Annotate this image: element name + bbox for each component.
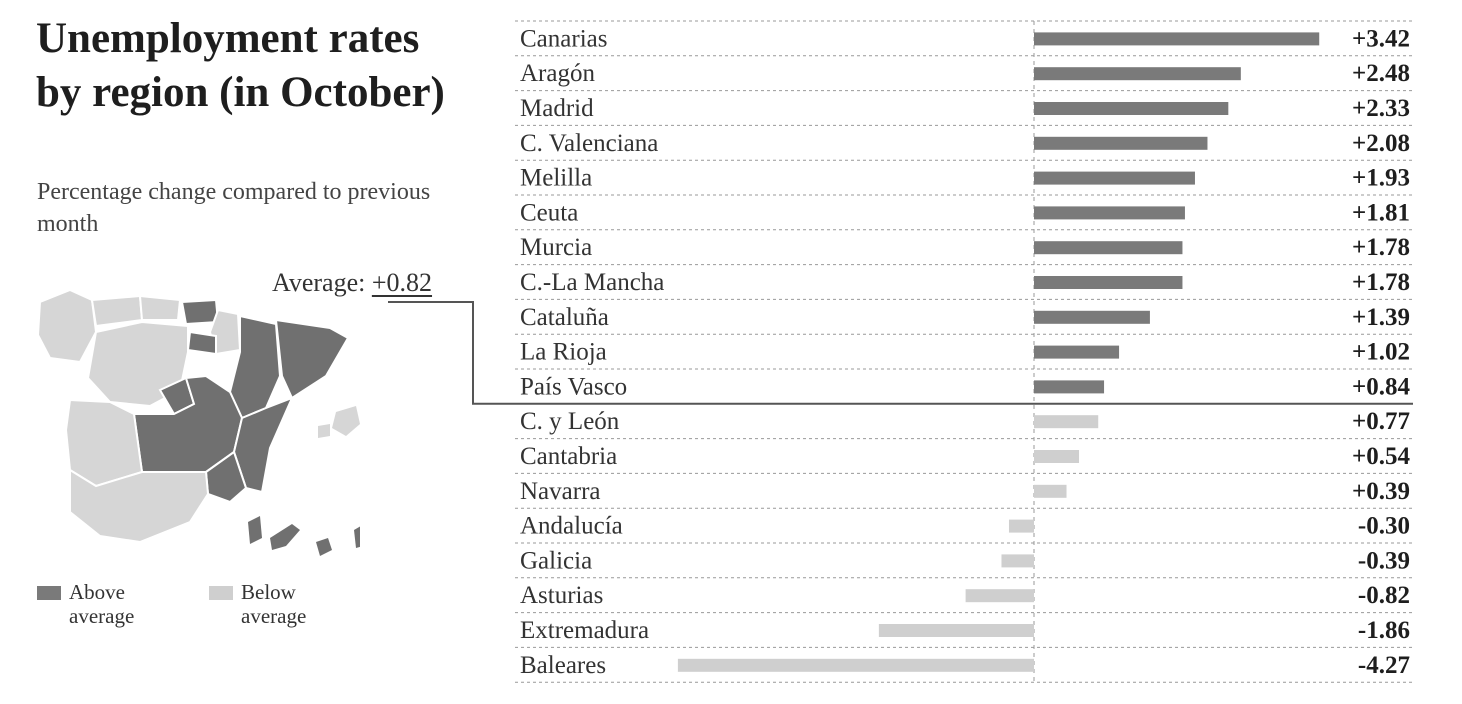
- region-label: Navarra: [520, 478, 601, 505]
- bar: [1034, 310, 1150, 324]
- value-label: +0.84: [1352, 373, 1410, 400]
- region-label: Ceuta: [520, 199, 578, 226]
- region-above-canarias: [248, 516, 360, 556]
- value-label: +2.48: [1352, 60, 1410, 87]
- region-label: C. y León: [520, 408, 620, 435]
- region-label: Cataluña: [520, 304, 609, 331]
- value-label: +1.02: [1352, 339, 1410, 366]
- region-label: Madrid: [520, 95, 594, 122]
- region-label: Galicia: [520, 547, 592, 574]
- region-label: Melilla: [520, 165, 592, 192]
- average-value: +0.82: [371, 268, 433, 297]
- chart-title: Unemployment rates by region (in October…: [36, 15, 445, 116]
- region-below-navarra: [208, 308, 242, 356]
- region-below-andalucia: [69, 468, 210, 544]
- bar: [1034, 136, 1208, 150]
- region-label: Cantabria: [520, 443, 617, 470]
- bar: [1034, 241, 1183, 255]
- average-label: Average: +0.82: [272, 268, 432, 298]
- bar: [1034, 102, 1229, 115]
- spain-region-map: [36, 288, 360, 556]
- value-label: -1.86: [1358, 617, 1410, 644]
- bar: [1034, 32, 1320, 46]
- region-label: C. Valenciana: [520, 130, 658, 157]
- region-below-baleares: [318, 406, 360, 438]
- region-label: Andalucía: [520, 513, 623, 540]
- bar: [1034, 415, 1099, 429]
- bar: [1001, 554, 1034, 568]
- value-label: +0.39: [1352, 478, 1410, 505]
- region-label: Asturias: [520, 582, 603, 609]
- region-above-cataluna: [274, 318, 350, 400]
- value-label: +0.54: [1352, 443, 1410, 470]
- legend-above-swatch: [37, 586, 61, 600]
- bar: [1034, 380, 1105, 394]
- region-below-cantabria: [138, 294, 182, 321]
- chart-subtitle: Percentage change compared to previous m…: [37, 179, 431, 237]
- region-label: Extremadura: [520, 617, 649, 644]
- bar: [1034, 345, 1120, 359]
- average-line: [388, 301, 1413, 405]
- bar: [1034, 206, 1185, 220]
- value-label: +0.77: [1352, 408, 1410, 435]
- bar: [1034, 484, 1067, 498]
- region-label: La Rioja: [520, 339, 607, 366]
- bar: [677, 658, 1034, 672]
- region-label: Aragón: [520, 60, 595, 87]
- value-label: +1.39: [1352, 304, 1410, 331]
- legend-below-label: Below average: [241, 580, 307, 628]
- value-label: +2.08: [1352, 130, 1410, 157]
- value-label: -0.30: [1358, 513, 1410, 540]
- bar: [1034, 450, 1080, 463]
- value-label: +1.93: [1352, 165, 1410, 192]
- bar: [1034, 276, 1183, 289]
- region-below-galicia: [36, 288, 98, 364]
- region-label: Murcia: [520, 234, 592, 261]
- average-prefix: Average:: [272, 268, 366, 297]
- bar: [1008, 519, 1034, 533]
- bar: [1034, 67, 1241, 81]
- region-label: Baleares: [520, 652, 606, 679]
- value-label: -0.82: [1358, 582, 1410, 609]
- region-label: Canarias: [520, 25, 607, 52]
- bar: [1034, 171, 1195, 185]
- bar: [965, 589, 1034, 603]
- region-label: País Vasco: [520, 373, 627, 400]
- region-label: C.-La Mancha: [520, 269, 664, 296]
- value-label: +3.42: [1352, 25, 1410, 52]
- value-label: +2.33: [1352, 95, 1410, 122]
- bar: [878, 624, 1034, 637]
- legend-below-swatch: [209, 586, 233, 600]
- legend-above-label: Above average: [69, 580, 135, 628]
- value-label: +1.78: [1352, 269, 1410, 296]
- value-label: -0.39: [1358, 547, 1410, 574]
- value-label: -4.27: [1358, 652, 1410, 679]
- value-label: +1.81: [1352, 199, 1410, 226]
- value-label: +1.78: [1352, 234, 1410, 261]
